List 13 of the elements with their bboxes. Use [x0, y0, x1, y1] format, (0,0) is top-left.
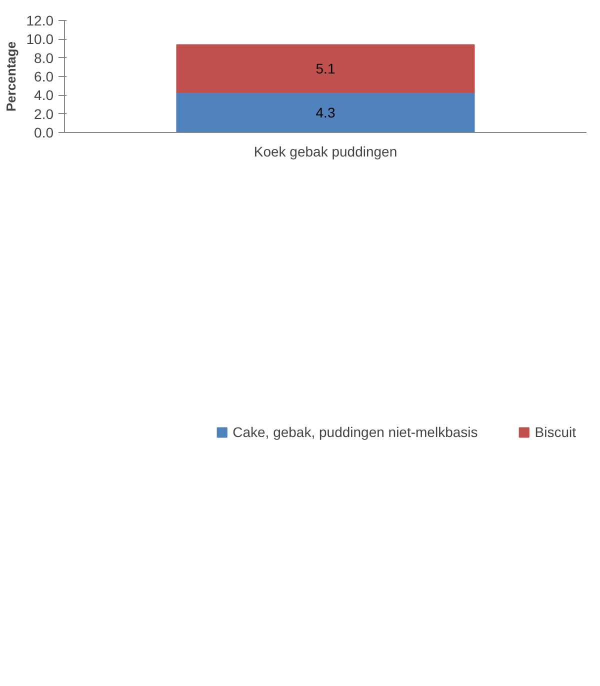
legend-label: Biscuit — [534, 424, 576, 440]
y-axis-title: Percentage — [3, 41, 18, 112]
y-tick-label: 4.0 — [34, 87, 54, 104]
x-tick-label: Koek gebak puddingen — [254, 144, 398, 160]
y-tick-label: 2.0 — [34, 106, 54, 122]
y-tick-label: 6.0 — [34, 68, 54, 84]
y-tick-label: 12.0 — [26, 12, 54, 28]
y-tick-label: 10.0 — [26, 31, 54, 48]
data-label: 5.1 — [316, 60, 336, 77]
legend-label: Cake, gebak, puddingen niet-melkbasis — [232, 424, 478, 440]
y-tick-label: 8.0 — [34, 50, 54, 66]
y-tick-label: 0.0 — [34, 124, 54, 140]
data-label: 4.3 — [316, 104, 336, 120]
